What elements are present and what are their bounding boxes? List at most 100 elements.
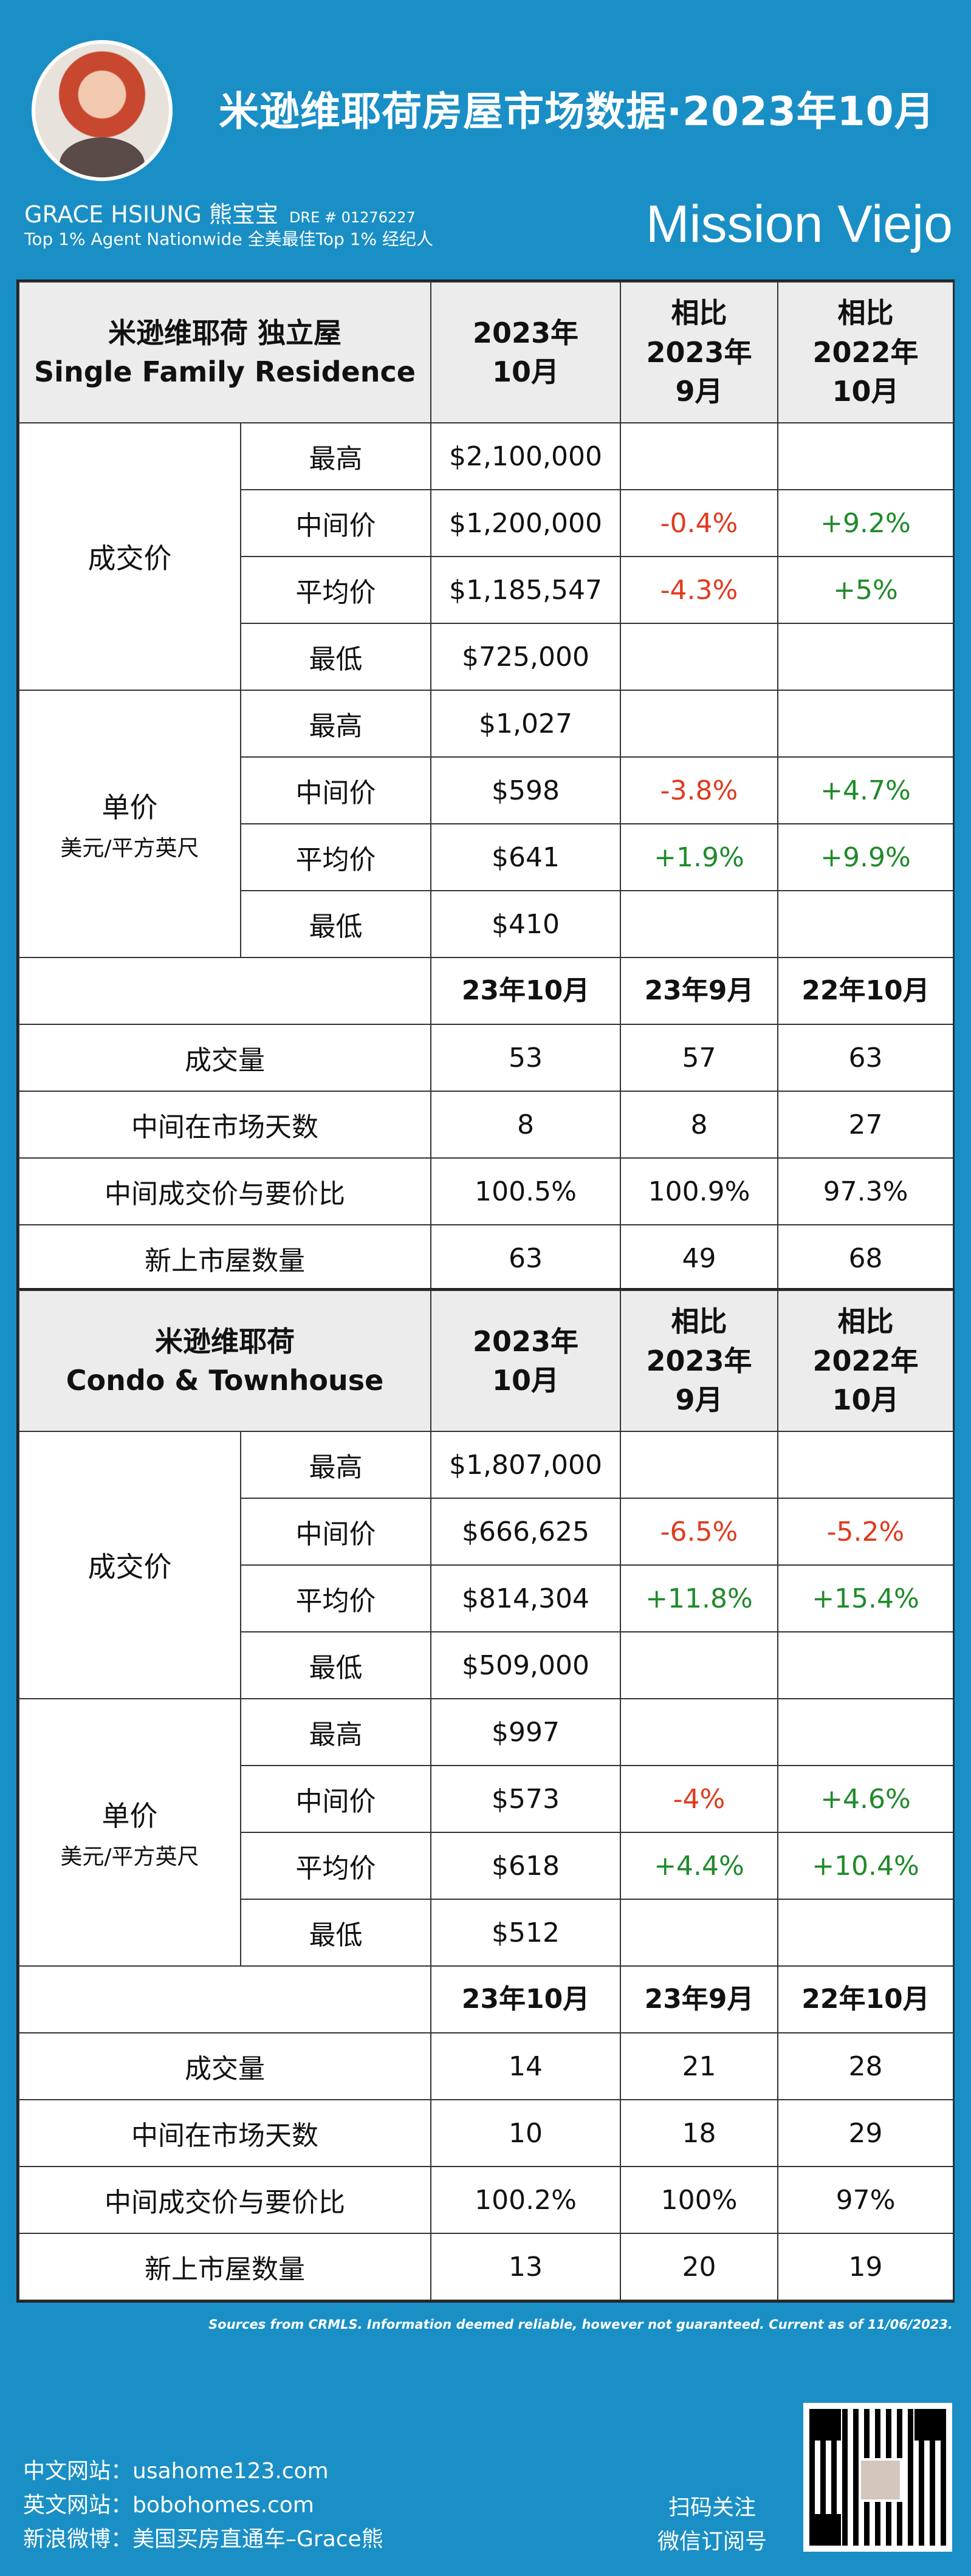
row-value: $1,027 (430, 690, 621, 758)
row-mom-change (620, 890, 778, 958)
table-row: 中间价 $1,200,000 -0.4% +9.2% (19, 489, 954, 557)
table-row: 中间价 $573 -4% +4.6% (19, 1765, 955, 1833)
row-value: $997 (430, 1698, 622, 1766)
stats-value: 49 (620, 1224, 778, 1292)
row-label: 平均价 (239, 1564, 432, 1632)
row-value: $725,000 (430, 623, 621, 691)
stats-value: 21 (620, 2032, 779, 2100)
table-row: 最低 $410 (19, 890, 954, 958)
row-yoy-change: +15.4% (777, 1564, 955, 1632)
footer-links: 中文网站：usahome123.com 英文网站：bobohomes.com 新… (23, 2454, 383, 2557)
row-mom-change (620, 690, 778, 758)
row-yoy-change (777, 1698, 955, 1766)
row-yoy-change (777, 690, 954, 758)
header-line: 相比 2023年 9月 (646, 1305, 752, 1417)
unit-price-label: 单价 (101, 1800, 158, 1832)
scan-caption: 扫码关注 微信订阅号 (657, 2491, 767, 2559)
wechat-qr-code[interactable] (803, 2403, 952, 2552)
mom-header: 相比 2023年 9月 (620, 281, 778, 423)
stats-value: 28 (777, 2032, 955, 2100)
stats-label: 中间成交价与要价比 (18, 2166, 432, 2234)
table-row: 中间在市场天数 8 8 27 (18, 1091, 954, 1159)
sfr-market-table: 米逊维耶荷 独立屋 Single Family Residence 2023年 10月… (16, 279, 955, 1294)
yoy-header: 相比 2022年 10月 (777, 281, 954, 423)
unit-price-label: 单价 (101, 791, 158, 824)
stats-value: 57 (620, 1024, 778, 1092)
table-row: 成交价 最高 $1,807,000 (18, 1431, 955, 1699)
row-label: 中间价 (239, 1498, 432, 1566)
footer-link-en[interactable]: 英文网站：bobohomes.com (23, 2493, 314, 2518)
table-row: 新上市屋数量 13 20 19 (18, 2233, 955, 2301)
row-value: $1,200,000 (430, 489, 621, 557)
stats-value: 14 (430, 2032, 622, 2100)
agent-tagline: Top 1% Agent Nationwide 全美最佳Top 1% 经纪人 (24, 229, 434, 249)
stats-value: 29 (777, 2099, 955, 2167)
stats-label: 中间在市场天数 (18, 1091, 431, 1159)
row-value: $598 (430, 756, 621, 824)
stats-value: 97.3% (777, 1157, 954, 1225)
row-label: 最高 (239, 1431, 432, 1499)
row-mom-change: -4.3% (620, 556, 778, 624)
stats-value: 20 (620, 2233, 779, 2301)
row-yoy-change: +5% (777, 556, 954, 624)
stats-value: 97% (777, 2166, 955, 2234)
header-line: 2023年 10月 (472, 316, 579, 388)
stats-period-header: 23年10月 (430, 1965, 622, 2033)
stats-label: 中间在市场天数 (18, 2099, 432, 2167)
table-row: 中间成交价与要价比 100.2% 100% 97% (18, 2166, 955, 2234)
row-mom-change: +11.8% (620, 1564, 779, 1632)
footer-link-weibo[interactable]: 新浪微博：美国买房直通车–Grace熊 (23, 2527, 383, 2552)
stats-header-row: 23年10月 23年9月 22年10月 (18, 1965, 955, 2033)
property-type-cn: 米逊维耶荷 (155, 1324, 295, 1358)
agent-name-text: GRACE HSIUNG 熊宝宝 (24, 201, 278, 228)
table-row: 新上市屋数量 63 49 68 (18, 1224, 954, 1292)
stats-value: 100.2% (430, 2166, 622, 2234)
scan-line-1: 扫码关注 (668, 2495, 757, 2520)
stats-period-header: 23年10月 (430, 957, 621, 1025)
current-month-header: 2023年 10月 (430, 1290, 622, 1432)
row-label: 最高 (240, 422, 431, 490)
stats-period-header: 22年10月 (777, 1965, 955, 2033)
stats-value: 100.5% (430, 1157, 621, 1225)
row-mom-change (620, 422, 778, 490)
stats-value: 63 (777, 1024, 954, 1092)
row-value: $509,000 (430, 1631, 622, 1699)
row-yoy-change (777, 1899, 955, 1967)
row-label: 中间价 (240, 756, 431, 824)
stats-value: 53 (430, 1024, 621, 1092)
property-type-en: Single Family Residence (34, 355, 416, 388)
unit-price-group-label: 单价 美元/平方英尺 (18, 1698, 241, 1967)
row-mom-change: +4.4% (620, 1832, 779, 1900)
stats-value: 100% (620, 2166, 779, 2234)
row-yoy-change (777, 890, 954, 958)
stats-value: 19 (777, 2233, 955, 2301)
stats-label: 新上市屋数量 (18, 1224, 431, 1292)
footer-link-cn[interactable]: 中文网站：usahome123.com (23, 2459, 329, 2484)
stats-label: 成交量 (18, 1024, 431, 1092)
stats-header-row: 23年10月 23年9月 22年10月 (18, 957, 954, 1025)
yoy-header: 相比 2022年 10月 (777, 1290, 955, 1432)
property-type-header: 米逊维耶荷 Condo & Townhouse (18, 1290, 432, 1432)
stats-value: 8 (620, 1091, 778, 1159)
table-row: 中间价 $598 -3.8% +4.7% (19, 756, 954, 824)
table-row: 单价 美元/平方英尺 最高 $997 (18, 1698, 955, 1967)
row-value: $512 (430, 1899, 622, 1967)
row-mom-change (620, 1899, 779, 1967)
row-mom-change (620, 1631, 779, 1699)
table-row: 平均价 $1,185,547 -4.3% +5% (19, 556, 954, 624)
row-yoy-change: +10.4% (777, 1832, 955, 1900)
row-mom-change (620, 623, 778, 691)
row-label: 最低 (239, 1631, 432, 1699)
stats-period-header: 23年9月 (620, 957, 778, 1025)
sources-note: Sources from CRMLS. Information deemed r… (208, 2317, 953, 2332)
row-yoy-change (777, 422, 954, 490)
row-value: $1,185,547 (430, 556, 621, 624)
row-label: 最低 (239, 1899, 432, 1967)
table-row: 平均价 $641 +1.9% +9.9% (19, 823, 954, 891)
row-mom-change: +1.9% (620, 823, 778, 891)
table-row: 中间成交价与要价比 100.5% 100.9% 97.3% (18, 1157, 954, 1225)
table-row: 中间在市场天数 10 18 29 (18, 2099, 955, 2167)
table-row: 最低 $725,000 (19, 623, 954, 691)
scan-line-2: 微信订阅号 (657, 2529, 767, 2554)
row-label: 最高 (240, 690, 431, 758)
